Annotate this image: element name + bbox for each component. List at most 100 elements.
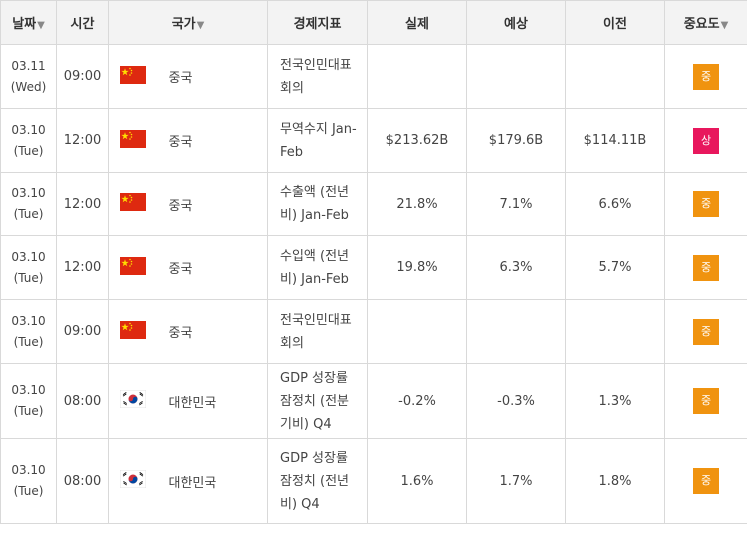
china-flag-icon xyxy=(119,129,146,152)
previous-cell: 1.8% xyxy=(565,438,665,524)
forecast-cell xyxy=(466,44,566,109)
importance-badge: 중 xyxy=(693,318,719,345)
country-cell: 중국 xyxy=(156,235,268,300)
importance-cell: 중 xyxy=(664,363,747,439)
actual-cell: $213.62B xyxy=(367,108,467,173)
china-flag-icon xyxy=(119,65,146,88)
importance-cell: 상 xyxy=(664,108,747,173)
date-cell: 03.10 (Tue) xyxy=(0,438,57,524)
importance-cell: 중 xyxy=(664,235,747,300)
flag-cell xyxy=(108,438,157,524)
day-text: (Tue) xyxy=(13,143,44,158)
table-row[interactable]: 03.10 (Tue) 09:00 중국 전국인민대표회의 중 xyxy=(0,299,747,364)
previous-cell: $114.11B xyxy=(565,108,665,173)
date-text: 03.10 xyxy=(11,383,46,397)
importance-cell: 중 xyxy=(664,172,747,236)
actual-cell xyxy=(367,44,467,109)
south-korea-flag-icon xyxy=(119,389,146,412)
header-country[interactable]: 국가▼ xyxy=(108,0,268,45)
day-text: (Tue) xyxy=(13,484,44,498)
actual-cell: 19.8% xyxy=(367,235,467,300)
previous-cell xyxy=(565,44,665,109)
time-cell: 12:00 xyxy=(56,172,109,236)
date-text: 03.11 xyxy=(11,58,46,73)
header-time: 시간 xyxy=(56,0,109,45)
indicator-cell[interactable]: 전국인민대표회의 xyxy=(267,44,368,109)
flag-cell xyxy=(108,44,157,109)
table-row[interactable]: 03.11 (Wed) 09:00 중국 전국인민대표회의 중 xyxy=(0,44,747,109)
flag-cell xyxy=(108,172,157,236)
time-cell: 09:00 xyxy=(56,44,109,109)
forecast-cell: 7.1% xyxy=(466,172,566,236)
date-cell: 03.10 (Tue) xyxy=(0,299,57,364)
indicator-cell[interactable]: 무역수지 Jan-Feb xyxy=(267,108,368,173)
south-korea-flag-icon xyxy=(119,469,146,492)
date-cell: 03.10 (Tue) xyxy=(0,172,57,236)
date-text: 03.10 xyxy=(11,463,46,477)
importance-badge: 중 xyxy=(693,468,719,494)
flag-cell xyxy=(108,363,157,439)
date-cell: 03.11 (Wed) xyxy=(0,44,57,109)
actual-cell: -0.2% xyxy=(367,363,467,439)
day-text: (Tue) xyxy=(13,404,44,418)
country-cell: 중국 xyxy=(156,299,268,364)
sort-down-icon: ▼ xyxy=(720,20,729,31)
header-importance[interactable]: 중요도▼ xyxy=(664,0,747,45)
time-cell: 12:00 xyxy=(56,108,109,173)
day-text: (Tue) xyxy=(13,207,44,221)
sort-down-icon: ▼ xyxy=(196,20,205,31)
flag-cell xyxy=(108,235,157,300)
day-text: (Wed) xyxy=(10,79,47,94)
china-flag-icon xyxy=(119,193,146,215)
header-forecast: 예상 xyxy=(466,0,566,45)
country-cell: 중국 xyxy=(156,44,268,109)
indicator-cell[interactable]: GDP 성장률 잠정치 (전분기비) Q4 xyxy=(267,363,368,439)
indicator-cell[interactable]: GDP 성장률 잠정치 (전년비) Q4 xyxy=(267,438,368,524)
day-text: (Tue) xyxy=(13,270,44,285)
time-cell: 12:00 xyxy=(56,235,109,300)
forecast-cell: 1.7% xyxy=(466,438,566,524)
country-cell: 대한민국 xyxy=(156,363,268,439)
importance-badge: 중 xyxy=(693,388,719,414)
importance-cell: 중 xyxy=(664,44,747,109)
table-row[interactable]: 03.10 (Tue) 12:00 중국 무역수지 Jan-Feb $213.62B $17… xyxy=(0,108,747,173)
importance-badge: 중 xyxy=(693,254,719,281)
table-row[interactable]: 03.10 (Tue) 08:00 대한민국 GDP 성장률 잠정치 (전년비) Q4 1… xyxy=(0,438,747,524)
time-cell: 09:00 xyxy=(56,299,109,364)
indicator-cell[interactable]: 수입액 (전년비) Jan-Feb xyxy=(267,235,368,300)
previous-cell xyxy=(565,299,665,364)
previous-cell: 6.6% xyxy=(565,172,665,236)
table-row[interactable]: 03.10 (Tue) 12:00 중국 수입액 (전년비) Jan-Feb 19.8% 6… xyxy=(0,235,747,300)
china-flag-icon xyxy=(119,320,146,343)
date-text: 03.10 xyxy=(11,186,46,200)
importance-badge: 상 xyxy=(693,127,719,154)
importance-cell: 중 xyxy=(664,438,747,524)
date-text: 03.10 xyxy=(11,249,46,264)
date-cell: 03.10 (Tue) xyxy=(0,363,57,439)
forecast-cell: -0.3% xyxy=(466,363,566,439)
country-cell: 중국 xyxy=(156,172,268,236)
actual-cell xyxy=(367,299,467,364)
indicator-cell[interactable]: 전국인민대표회의 xyxy=(267,299,368,364)
forecast-cell: $179.6B xyxy=(466,108,566,173)
importance-badge: 중 xyxy=(693,63,719,90)
country-cell: 중국 xyxy=(156,108,268,173)
country-cell: 대한민국 xyxy=(156,438,268,524)
header-date[interactable]: 날짜▼ xyxy=(0,0,57,45)
previous-cell: 1.3% xyxy=(565,363,665,439)
header-previous: 이전 xyxy=(565,0,665,45)
previous-cell: 5.7% xyxy=(565,235,665,300)
table-row[interactable]: 03.10 (Tue) 12:00 중국 수출액 (전년비) Jan-Feb 21.8% 7… xyxy=(0,172,747,236)
forecast-cell: 6.3% xyxy=(466,235,566,300)
importance-badge: 중 xyxy=(693,191,719,217)
date-text: 03.10 xyxy=(11,313,46,328)
header-actual: 실제 xyxy=(367,0,467,45)
china-flag-icon xyxy=(119,256,146,279)
indicator-cell[interactable]: 수출액 (전년비) Jan-Feb xyxy=(267,172,368,236)
date-cell: 03.10 (Tue) xyxy=(0,108,57,173)
date-text: 03.10 xyxy=(11,122,46,137)
flag-cell xyxy=(108,299,157,364)
table-row[interactable]: 03.10 (Tue) 08:00 대한민국 GDP 성장률 잠정치 (전분기비) Q4… xyxy=(0,363,747,439)
day-text: (Tue) xyxy=(13,334,44,349)
